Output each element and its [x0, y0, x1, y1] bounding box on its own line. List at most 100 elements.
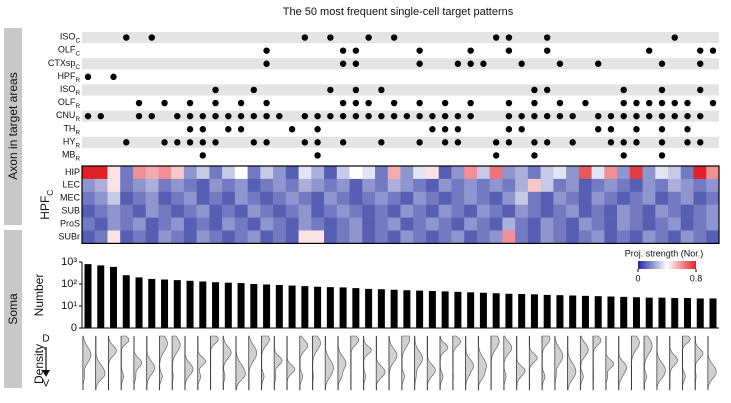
pattern-dot [595, 112, 602, 120]
heatmap-cell [617, 204, 631, 218]
pattern-dot [352, 60, 360, 67]
pattern-dot [441, 99, 449, 107]
pattern-row-label-main: MB [62, 150, 76, 160]
heatmap-cell [566, 178, 580, 193]
heatmap-cell [464, 191, 478, 205]
pattern-dot [671, 99, 678, 107]
heatmap-cell [158, 204, 172, 218]
heatmap-border [81, 165, 720, 245]
pattern-dot [505, 112, 513, 120]
heatmap-cell [578, 204, 592, 218]
heatmap-cell [247, 204, 261, 218]
heatmap-cell [387, 204, 401, 218]
heatmap-cell [540, 230, 554, 244]
pattern-dot [301, 139, 309, 146]
density-shape [312, 335, 321, 391]
pattern-row-label-main: TH [63, 124, 75, 134]
heatmap-cell [629, 204, 643, 218]
pattern-dot [505, 126, 513, 133]
heatmap-cell [438, 178, 452, 193]
bar [556, 295, 564, 328]
heatmap-cell [655, 217, 669, 231]
pattern-dot [148, 34, 155, 41]
heatmap-cell [553, 166, 567, 180]
pattern-dot [518, 126, 525, 133]
pattern-dot [531, 152, 538, 159]
heatmap-cell [183, 217, 197, 231]
density-arrow-head [42, 370, 50, 377]
pattern-dot [212, 139, 219, 146]
heatmap-cell [629, 178, 643, 193]
density-shape [529, 335, 538, 391]
pattern-dot [467, 99, 474, 107]
heatmap-cell [82, 191, 96, 205]
pattern-dot [263, 47, 270, 54]
heatmap-cell [438, 166, 452, 180]
pattern-dot [454, 60, 462, 67]
pattern-dot [429, 112, 436, 120]
density-shape [95, 335, 106, 391]
heatmap-cell [234, 178, 248, 193]
density-shape [299, 335, 308, 391]
heatmap-cell [553, 204, 567, 218]
heatmap-cell [566, 166, 580, 180]
pattern-dot [186, 112, 194, 120]
pattern-row-label-sub: R [75, 77, 80, 84]
pattern-dot [327, 34, 334, 41]
heatmap-cell [94, 166, 108, 180]
heatmap-cell [298, 166, 312, 180]
heatmap-cell [451, 178, 465, 193]
heatmap-cell [553, 191, 567, 205]
heatmap-cell [629, 217, 643, 231]
pattern-row-label-main: ISO [60, 84, 76, 94]
pattern-dot [186, 99, 194, 107]
heatmap-cell [298, 217, 312, 231]
density-shape [235, 335, 246, 391]
heatmap-cell [336, 217, 350, 231]
heatmap-cell [464, 166, 478, 180]
pattern-dot [658, 99, 666, 107]
heatmap-cell [222, 178, 236, 193]
pattern-dot [174, 139, 181, 146]
heatmap-cell [362, 178, 376, 193]
heatmap-cell [527, 178, 541, 193]
heatmap-cell [196, 166, 210, 180]
pattern-dot [633, 99, 640, 107]
heatmap-cell [515, 178, 529, 193]
density-shape [133, 335, 143, 391]
bar [428, 291, 436, 328]
heatmap-cell [145, 178, 159, 193]
pattern-dot [492, 152, 500, 159]
pattern-dot [161, 139, 168, 146]
pattern-dot [135, 99, 143, 107]
heatmap-cell [400, 217, 414, 231]
density-shape [376, 335, 386, 391]
pattern-dot [709, 99, 717, 107]
heatmap-cell [324, 166, 338, 180]
bar [492, 293, 500, 328]
pattern-dot [467, 47, 474, 54]
heatmap-cell [604, 217, 618, 231]
density-label: Density [32, 344, 46, 384]
heatmap-cell [693, 230, 707, 244]
pattern-dot [186, 139, 194, 146]
heatmap-cell [196, 191, 210, 205]
pattern-dot [620, 86, 627, 94]
pattern-dot [556, 112, 564, 120]
pattern-dot [352, 112, 360, 120]
density-shape [439, 335, 449, 391]
bar [416, 290, 424, 328]
heatmap-row-label: HIP [65, 167, 80, 177]
heatmap-cell [515, 217, 529, 231]
heatmap-cell [617, 166, 631, 180]
pattern-dot [263, 99, 270, 107]
pattern-dot [492, 34, 500, 41]
heatmap-cell [527, 191, 541, 205]
heatmap-cell [260, 204, 274, 218]
density-shape [592, 335, 602, 391]
heatmap-cell [706, 217, 720, 231]
row-stripe [82, 58, 719, 70]
density-shape [567, 335, 577, 391]
heatmap-cell [209, 191, 223, 205]
heatmap-cell [234, 191, 248, 205]
